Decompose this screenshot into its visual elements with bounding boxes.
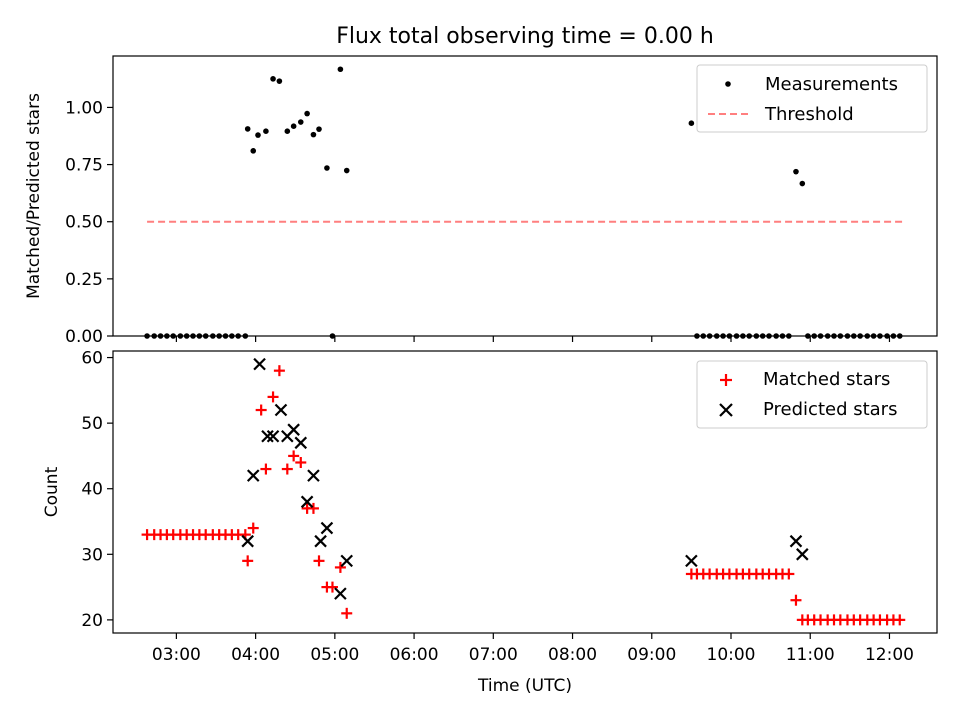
matched-star-point [307,502,319,514]
predicted-star-point [266,429,280,443]
predicted-star-point [246,469,260,482]
matched-star-point [247,522,259,534]
matched-star-point [326,581,338,593]
predicted-star-point [300,495,314,509]
x-tick-label: 06:00 [390,645,439,665]
legend-matched-marker [720,374,732,386]
bottom-legend: Matched stars Predicted stars [696,360,928,429]
measurement-point [793,168,799,175]
predicted-star-point [307,469,320,482]
matched-star-point [341,607,353,619]
top-panel: 0.00 0.25 0.50 0.75 1.00 Matched/Predicted s… [24,55,938,347]
matched-star-point [288,450,300,462]
bottom-y-ticks: 20 30 40 50 60 [81,349,113,631]
measurement-point [270,76,276,82]
x-tick-label: 07:00 [469,645,518,665]
measurement-point [276,78,283,84]
x-tick-label: 12:00 [865,645,914,665]
x-tick-label: 09:00 [627,645,676,665]
matched-star-point [255,404,267,416]
measurement-point [304,110,310,117]
y-tick-label: 50 [81,414,103,434]
measurement-point [284,128,291,134]
matched-star-point [242,555,254,567]
legend-measurements-marker [725,81,731,87]
bottom-axes-frame [112,350,938,634]
y-tick-label: 20 [81,611,103,631]
bottom-series [141,357,906,626]
bottom-x-ticks: 03:00 04:00 05:00 06:00 07:00 08:00 09:00 10:00… [152,633,914,665]
matched-star-point [790,594,802,606]
y-tick-label: 0.75 [65,156,103,176]
legend-predicted-label: Predicted stars [763,399,897,420]
legend-measurements-label: Measurements [765,74,898,95]
measurement-point [316,126,322,132]
legend-matched-label: Matched stars [763,369,890,390]
y-tick-label: 0.25 [65,270,103,290]
y-tick-label: 60 [81,349,103,369]
top-axes-frame [112,55,938,337]
matched-star-point [334,561,346,573]
x-tick-label: 08:00 [548,645,597,665]
predicted-star-point [334,587,347,600]
matched-star-point [267,391,279,403]
x-tick-label: 04:00 [231,645,280,665]
top-legend-box [696,64,928,133]
measurement-point [244,126,251,132]
predicted-star-point [241,534,254,548]
x-tick-label: 11:00 [786,645,835,665]
matched-star-point [783,568,795,580]
predicted-star-point [796,548,809,561]
measurement-point [324,165,330,171]
bottom-legend-box [696,360,928,429]
top-x-ticks [175,336,891,342]
y-tick-label: 30 [81,545,103,565]
top-y-axis-label: Matched/Predicted stars [24,93,44,299]
top-y-ticks: 0.00 0.25 0.50 0.75 1.00 [65,98,113,347]
chart-title: Flux total observing time = 0.00 h [336,24,714,49]
measurement-point [688,120,695,126]
predicted-star-point [294,436,308,450]
matched-star-point [894,614,906,626]
measurement-point [310,131,317,138]
top-legend: Measurements Threshold [696,64,928,133]
predicted-star-point [314,534,327,548]
matched-star-point [295,456,307,468]
y-tick-label: 0.00 [65,327,103,347]
matched-star-point [313,555,325,567]
x-tick-label: 05:00 [310,645,359,665]
x-axis-label: Time (UTC) [477,676,572,696]
measurement-point [337,66,344,73]
measurement-point [297,119,304,125]
measurement-point [250,148,257,154]
measurement-point [263,128,269,134]
bottom-y-axis-label: Count [42,466,62,517]
measurement-point [799,180,806,187]
predicted-star-point [685,554,698,568]
matched-star-point [273,365,285,377]
matched-star-point [281,463,293,475]
y-tick-label: 0.50 [65,213,103,233]
predicted-star-point [261,429,274,443]
measurement-point [255,132,261,138]
predicted-star-point [274,403,288,417]
predicted-star-point [320,521,334,535]
predicted-star-point [789,534,803,548]
predicted-star-point [287,423,300,436]
predicted-star-point [340,554,354,568]
predicted-star-point [253,357,266,371]
x-tick-label: 10:00 [707,645,756,665]
legend-predicted-marker [719,403,733,417]
bottom-panel: 20 30 40 50 60 03:00 04:00 05:00 06:00 07:00 08:0… [42,349,938,696]
matched-star-point [260,463,272,475]
legend-threshold-label: Threshold [764,104,854,125]
measurement-point [343,167,350,174]
y-tick-label: 1.00 [65,98,103,118]
x-tick-label: 03:00 [152,645,201,665]
y-tick-label: 40 [81,480,103,500]
measurement-point [290,123,297,129]
